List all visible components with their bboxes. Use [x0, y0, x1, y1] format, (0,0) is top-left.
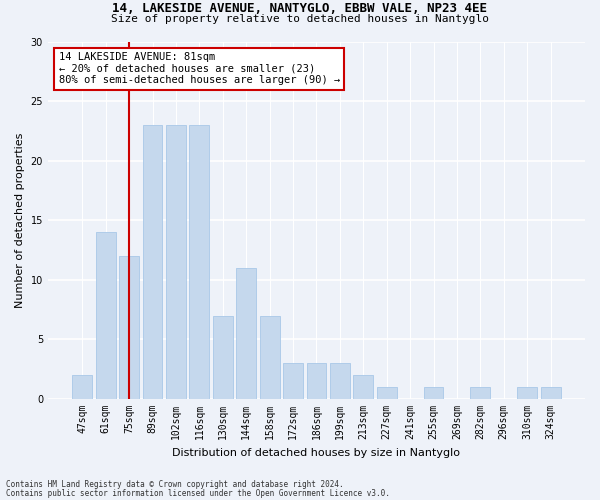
- Bar: [517, 387, 537, 399]
- Bar: [377, 387, 397, 399]
- Bar: [190, 125, 209, 399]
- X-axis label: Distribution of detached houses by size in Nantyglo: Distribution of detached houses by size …: [172, 448, 460, 458]
- Bar: [96, 232, 116, 399]
- Text: 14, LAKESIDE AVENUE, NANTYGLO, EBBW VALE, NP23 4EE: 14, LAKESIDE AVENUE, NANTYGLO, EBBW VALE…: [113, 2, 487, 16]
- Bar: [166, 125, 186, 399]
- Bar: [307, 364, 326, 399]
- Text: 14 LAKESIDE AVENUE: 81sqm
← 20% of detached houses are smaller (23)
80% of semi-: 14 LAKESIDE AVENUE: 81sqm ← 20% of detac…: [59, 52, 340, 86]
- Bar: [283, 364, 303, 399]
- Bar: [330, 364, 350, 399]
- Bar: [424, 387, 443, 399]
- Bar: [470, 387, 490, 399]
- Bar: [541, 387, 560, 399]
- Bar: [143, 125, 163, 399]
- Bar: [236, 268, 256, 399]
- Text: Contains public sector information licensed under the Open Government Licence v3: Contains public sector information licen…: [6, 488, 390, 498]
- Bar: [213, 316, 233, 399]
- Bar: [353, 375, 373, 399]
- Bar: [73, 375, 92, 399]
- Y-axis label: Number of detached properties: Number of detached properties: [15, 132, 25, 308]
- Text: Contains HM Land Registry data © Crown copyright and database right 2024.: Contains HM Land Registry data © Crown c…: [6, 480, 344, 489]
- Bar: [260, 316, 280, 399]
- Text: Size of property relative to detached houses in Nantyglo: Size of property relative to detached ho…: [111, 14, 489, 24]
- Bar: [119, 256, 139, 399]
